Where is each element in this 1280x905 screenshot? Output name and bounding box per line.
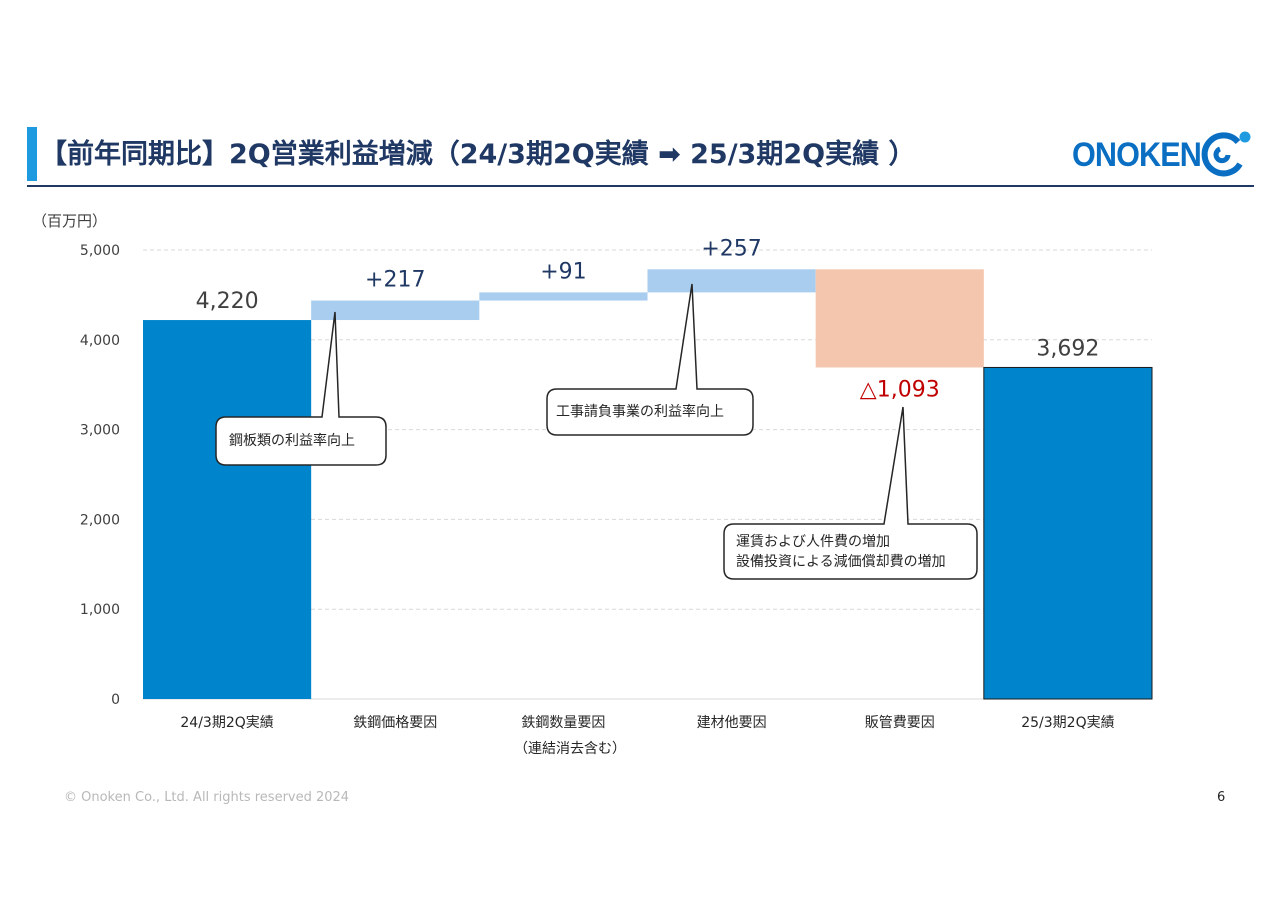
title-underline xyxy=(27,185,1254,187)
bar-value-label: +217 xyxy=(365,268,425,293)
title-accent-bar xyxy=(27,127,37,181)
bar-total xyxy=(143,320,312,699)
logo-mark-icon xyxy=(1201,131,1251,177)
callout-balloon-construction xyxy=(546,283,754,436)
y-tick-label: 5,000 xyxy=(80,243,120,259)
bar-value-label: 3,692 xyxy=(1036,336,1099,361)
bar-decrease xyxy=(815,269,984,368)
y-tick-label: 4,000 xyxy=(80,333,120,349)
bar-value-label: +91 xyxy=(540,259,586,284)
page-title: 【前年同期比】2Q営業利益増減（24/3期2Q実績 ➡ 25/3期2Q実績 ） xyxy=(40,139,916,170)
callout-sga-increase-line1: 運賃および人件費の増加 xyxy=(736,534,890,550)
x-category-label: 鉄鋼価格要因 xyxy=(353,715,437,731)
y-tick-label: 2,000 xyxy=(80,512,120,528)
x-category-label: 24/3期2Q実績 xyxy=(180,715,273,731)
x-category-label: 鉄鋼数量要因 xyxy=(521,715,605,731)
bar-increase xyxy=(479,292,648,301)
bar-total xyxy=(983,366,1153,700)
y-tick-label: 0 xyxy=(111,692,120,708)
x-category-label: 25/3期2Q実績 xyxy=(1021,715,1114,731)
callout-balloon-sga xyxy=(723,406,978,580)
company-logo: ONOKEN xyxy=(1072,126,1254,182)
bar-value-label: +257 xyxy=(701,236,761,261)
y-tick-label: 3,000 xyxy=(80,423,120,439)
callout-balloon-steel-sheet xyxy=(215,311,387,466)
x-category-label: 建材他要因 xyxy=(697,715,767,731)
logo-text: ONOKEN xyxy=(1072,136,1202,174)
page-number: 6 xyxy=(1217,790,1226,805)
bar-value-label: 4,220 xyxy=(196,289,259,314)
copyright-footer: © Onoken Co., Ltd. All rights reserved 2… xyxy=(64,790,350,805)
callout-construction-margin: 工事請負事業の利益率向上 xyxy=(556,404,724,420)
bar-increase xyxy=(647,269,816,293)
x-sublabel-steel-volume: （連結消去含む） xyxy=(514,741,626,757)
x-category-label: 販管費要因 xyxy=(865,715,935,731)
bar-value-label: △1,093 xyxy=(860,377,940,402)
bar-increase xyxy=(311,300,480,321)
y-tick-label: 1,000 xyxy=(80,602,120,618)
unit-label: （百万円） xyxy=(32,212,108,230)
callout-sga-increase-line2: 設備投資による減価償却費の増加 xyxy=(736,554,946,570)
callout-steel-sheet-margin: 鋼板類の利益率向上 xyxy=(229,433,355,449)
